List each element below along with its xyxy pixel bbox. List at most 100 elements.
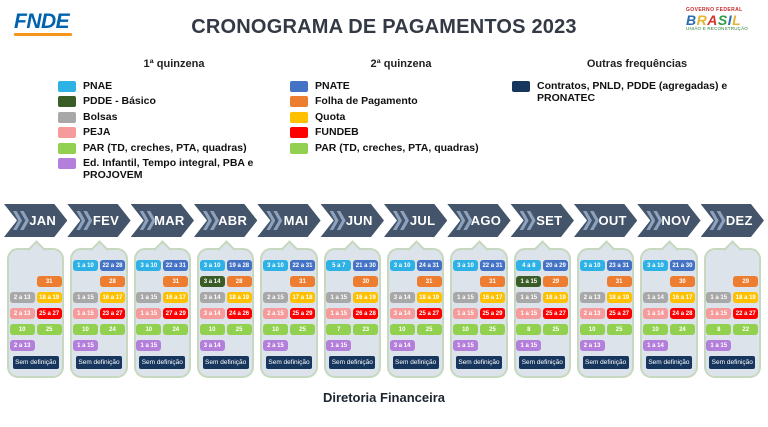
folha-date-chip: 28 bbox=[99, 276, 125, 287]
par-date-chip: 25 bbox=[289, 324, 315, 335]
peja-date-chip: 2 a 13 bbox=[579, 308, 605, 319]
empty-cell bbox=[37, 260, 62, 271]
par-date-chip: 25 bbox=[416, 324, 442, 335]
edinfantil-date-chip: 1 a 15 bbox=[516, 340, 542, 351]
bolsas-color-swatch bbox=[58, 111, 76, 123]
date-chip-grid: 31 2 a 13 18 a 19 2 a 13 25 a 27 10 25 2 a 13 bbox=[9, 260, 62, 351]
peja-date-chip: 1 a 14 bbox=[642, 308, 668, 319]
pnate-color-swatch bbox=[290, 81, 308, 92]
sem-definicao-badge: Sem definição bbox=[329, 356, 376, 369]
quota-date-chip: 18 a 19 bbox=[226, 292, 252, 303]
peja-date-chip: 1 a 15 bbox=[452, 308, 478, 319]
month-timeline: JAN FEV MAR ABR MAI JUN JUL AGO SET OUT NOV DEZ bbox=[4, 204, 764, 237]
fnde-logo-underline bbox=[14, 33, 72, 36]
month-arrow-dez: DEZ bbox=[701, 204, 764, 237]
bolsas-date-chip: 1 a 15 bbox=[516, 292, 542, 303]
par-date-chip: 10 bbox=[199, 324, 225, 335]
legend-label: Ed. Infantil, Tempo integral, PBA e PROJ… bbox=[83, 156, 254, 182]
empty-cell bbox=[643, 276, 668, 287]
brasil-letter: S bbox=[717, 12, 728, 29]
legend-title: 2ª quinzena bbox=[370, 58, 432, 70]
quota-date-chip: 18 a 19 bbox=[733, 292, 759, 303]
bolsas-date-chip: 1 a 15 bbox=[326, 292, 352, 303]
bolsas-date-chip: 3 a 14 bbox=[389, 292, 415, 303]
legend-item: Ed. Infantil, Tempo integral, PBA e PROJ… bbox=[58, 157, 290, 182]
fnde-logo: FNDE bbox=[14, 11, 72, 36]
empty-cell bbox=[417, 340, 442, 351]
par-date-chip: 8 bbox=[516, 324, 542, 335]
date-chip-grid: 5 a 7 21 a 30 30 1 a 15 16 a 19 1 a 15 26 a 28… bbox=[326, 260, 379, 351]
month-schedule-jun: 5 a 7 21 a 30 30 1 a 15 16 a 19 1 a 15 26 a 28… bbox=[323, 248, 381, 378]
par-date-chip: 24 bbox=[669, 324, 695, 335]
par-date-chip: 10 bbox=[72, 324, 98, 335]
brasil-letter: L bbox=[732, 12, 742, 29]
legend-item: Quota bbox=[290, 111, 512, 123]
empty-cell bbox=[163, 340, 188, 351]
month-schedule-dez: 29 1 a 15 18 a 19 1 a 15 22 a 27 8 22 1 a 15 Sem… bbox=[703, 248, 761, 378]
empty-cell bbox=[453, 276, 478, 287]
pnate-date-chip: 19 a 28 bbox=[226, 260, 252, 271]
par-date-chip: 10 bbox=[136, 324, 162, 335]
bolsas-date-chip: 3 a 14 bbox=[199, 292, 225, 303]
fundeb-date-chip: 24 a 26 bbox=[226, 308, 252, 319]
date-chip-grid: 3 a 10 19 a 28 3 a 14 28 3 a 14 18 a 19 3 a 14… bbox=[199, 260, 252, 351]
peja-date-chip: 1 a 15 bbox=[706, 308, 732, 319]
empty-cell bbox=[136, 276, 161, 287]
folha-date-chip: 31 bbox=[289, 276, 315, 287]
month-schedule-fev: 1 a 10 22 a 28 28 1 a 15 16 a 17 1 a 15 23 a 2… bbox=[70, 248, 128, 378]
date-chip-grid: 29 1 a 15 18 a 19 1 a 15 22 a 27 8 22 1 a 15 bbox=[706, 260, 759, 351]
bolsas-date-chip: 2 a 15 bbox=[262, 292, 288, 303]
edinfantil-date-chip: 1 a 15 bbox=[706, 340, 732, 351]
pnate-date-chip: 24 a 31 bbox=[416, 260, 442, 271]
month-schedule-mai: 3 a 10 22 a 31 31 2 a 15 17 a 18 2 a 15 25 a 2… bbox=[260, 248, 318, 378]
quota-date-chip: 16 a 17 bbox=[669, 292, 695, 303]
sem-definicao-badge: Sem definição bbox=[646, 356, 692, 369]
empty-cell bbox=[10, 276, 35, 287]
edinfantil-date-chip: 2 a 13 bbox=[579, 340, 605, 351]
pnate-date-chip: 20 a 29 bbox=[543, 260, 569, 271]
date-chip-grid: 1 a 10 22 a 28 28 1 a 15 16 a 17 1 a 15 23 a 2… bbox=[72, 260, 125, 351]
sem-definicao-badge: Sem definição bbox=[456, 356, 502, 369]
month-arrow-mar: MAR bbox=[131, 204, 194, 237]
date-chip-grid: 3 a 10 22 a 31 31 2 a 15 17 a 18 2 a 15 25 a 2… bbox=[262, 260, 315, 351]
pnae-date-chip: 3 a 10 bbox=[579, 260, 605, 271]
peja-date-chip: 2 a 13 bbox=[9, 308, 35, 319]
edinfantil-date-chip: 2 a 15 bbox=[262, 340, 288, 351]
fundeb-date-chip: 25 a 29 bbox=[289, 308, 315, 319]
month-label: MAI bbox=[283, 213, 309, 228]
pdde-color-swatch bbox=[58, 96, 76, 108]
bolsas-date-chip: 1 a 15 bbox=[136, 292, 162, 303]
month-schedule-set: 4 a 8 20 a 29 1 a 15 29 1 a 15 18 a 19 1 a 15 2… bbox=[513, 248, 571, 378]
pnae-date-chip: 3 a 10 bbox=[452, 260, 478, 271]
month-label: SET bbox=[536, 213, 563, 228]
quota-color-swatch bbox=[290, 111, 308, 123]
empty-cell bbox=[706, 276, 731, 287]
date-chip-grid: 3 a 10 22 a 31 31 1 a 15 16 a 17 1 a 15 27 a 2… bbox=[136, 260, 189, 351]
folha-date-chip: 29 bbox=[543, 276, 569, 287]
legend-item: PNAE bbox=[58, 80, 290, 92]
sem-definicao-badge: Sem definição bbox=[202, 356, 249, 369]
governo-tagline: UNIÃO E RECONSTRUÇÃO bbox=[686, 26, 749, 32]
par-date-chip: 25 bbox=[36, 324, 62, 335]
pnae-color-swatch bbox=[58, 81, 76, 92]
month-arrow-set: SET bbox=[511, 204, 574, 237]
month-arrow-jan: JAN bbox=[4, 204, 67, 237]
fundeb-color-swatch bbox=[290, 127, 308, 139]
legend-label: Contratos, PNLD, PDDE (agregadas) e PRON… bbox=[537, 80, 728, 105]
empty-cell bbox=[543, 340, 568, 351]
month-label: JAN bbox=[29, 213, 57, 228]
par-date-chip: 8 bbox=[706, 324, 732, 335]
fundeb-date-chip: 25 a 29 bbox=[479, 308, 505, 319]
month-label: MAR bbox=[154, 213, 185, 228]
sem-definicao-badge: Sem definição bbox=[12, 356, 59, 369]
brasil-letter: I bbox=[727, 12, 733, 29]
empty-cell bbox=[733, 340, 758, 351]
par-date-chip: 10 bbox=[389, 324, 415, 335]
empty-cell bbox=[10, 260, 35, 271]
brasil-letter: A bbox=[707, 12, 718, 29]
fnde-logo-text: FNDE bbox=[14, 10, 70, 33]
legend-label: Folha de Pagamento bbox=[315, 95, 418, 108]
sem-definicao-badge: Sem definição bbox=[392, 356, 439, 369]
month-arrow-abr: ABR bbox=[194, 204, 257, 237]
pnae-date-chip: 3 a 10 bbox=[642, 260, 668, 271]
